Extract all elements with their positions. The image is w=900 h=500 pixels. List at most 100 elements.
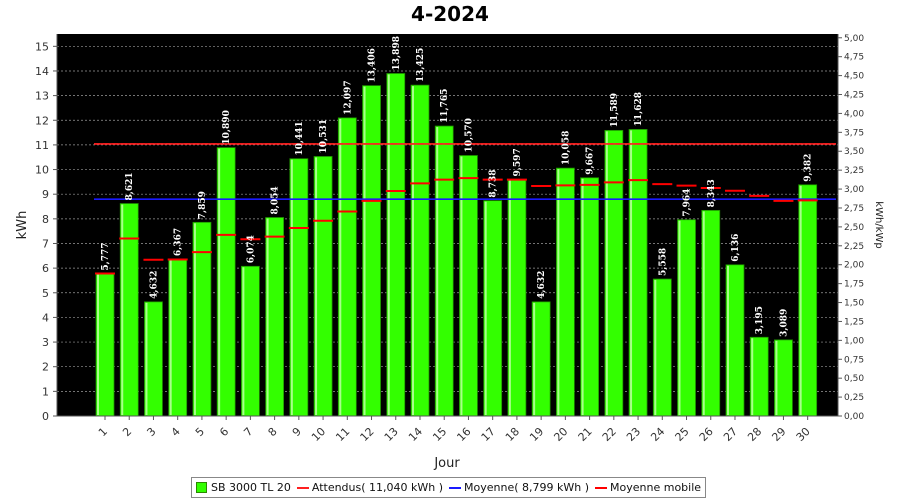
x-tick-label: 22 xyxy=(600,425,619,444)
y-tick-label: 1 xyxy=(42,385,49,398)
data-label: 10,441 xyxy=(295,121,305,155)
data-label: 9,382 xyxy=(804,154,814,182)
x-tick-label: 30 xyxy=(794,425,813,444)
data-label: 10,531 xyxy=(319,119,329,153)
bar-highlight xyxy=(751,338,754,415)
y2-tick-label: 5,00 xyxy=(844,34,864,44)
legend-swatch-bar xyxy=(196,482,207,493)
x-tick-label: 24 xyxy=(648,425,667,444)
x-tick-label: 23 xyxy=(624,425,643,444)
bar-highlight xyxy=(726,265,729,415)
y2-tick-label: 3,25 xyxy=(844,166,864,176)
x-tick-label: 3 xyxy=(144,425,158,439)
legend-label-average: Moyenne( 8,799 kWh ) xyxy=(464,481,590,494)
y-tick-label: 15 xyxy=(35,40,49,53)
data-label: 9,667 xyxy=(586,147,596,175)
data-label: 5,558 xyxy=(658,248,668,276)
bar-highlight xyxy=(605,131,608,416)
bar-highlight xyxy=(702,211,705,415)
reference-lines xyxy=(94,143,836,200)
y-tick-label: 9 xyxy=(42,188,49,201)
bar-highlight xyxy=(339,118,342,415)
bar-highlight xyxy=(193,223,196,415)
x-tick-label: 17 xyxy=(479,425,498,444)
x-tick-label: 28 xyxy=(745,425,764,444)
x-tick-label: 8 xyxy=(266,425,280,439)
data-label: 13,406 xyxy=(368,48,378,82)
legend-item-average: Moyenne( 8,799 kWh ) xyxy=(449,481,589,494)
x-tick-label: 13 xyxy=(382,425,401,444)
y-tick-label: 14 xyxy=(35,65,49,78)
data-label: 6,074 xyxy=(246,235,256,263)
y2-tick-label: 1,75 xyxy=(844,280,864,290)
y2-tick-label: 2,25 xyxy=(844,242,864,252)
y2-tick-label: 0,00 xyxy=(844,412,864,422)
x-tick-label: 16 xyxy=(454,425,473,444)
x-tick-label: 4 xyxy=(169,425,183,439)
bar-highlight xyxy=(387,74,390,416)
bar-highlight xyxy=(242,267,245,415)
bar-highlight xyxy=(266,218,269,415)
data-label: 5,777 xyxy=(101,242,111,270)
x-tick-label: 6 xyxy=(217,425,231,439)
bar-highlight xyxy=(630,130,633,415)
bar-highlight xyxy=(169,260,172,415)
x-tick-label: 14 xyxy=(406,425,425,444)
bar-highlight xyxy=(290,159,293,415)
x-tick-label: 20 xyxy=(551,425,570,444)
data-label: 4,632 xyxy=(149,271,159,299)
x-tick-label: 9 xyxy=(290,425,304,439)
legend-label-production: SB 3000 TL 20 xyxy=(211,481,291,494)
y-tick-label: 0 xyxy=(42,410,49,423)
data-label: 10,890 xyxy=(222,110,232,144)
legend-swatch-red-line xyxy=(296,486,309,489)
legend-label-moving-average: Moyenne mobile xyxy=(610,481,702,494)
bar-highlight xyxy=(557,169,560,415)
x-tick-label: 5 xyxy=(193,425,207,439)
bar-highlight xyxy=(533,302,536,415)
legend-swatch-moving-line xyxy=(595,486,608,489)
y2-tick-label: 2,50 xyxy=(844,223,864,233)
bar-highlight xyxy=(121,204,124,415)
y-tick-label: 4 xyxy=(42,311,49,324)
bar-highlight xyxy=(363,86,366,415)
chart-title: 4-2024 xyxy=(411,2,489,26)
y-tick-label: 13 xyxy=(35,90,49,103)
bar-highlight xyxy=(218,148,221,415)
data-label: 8,054 xyxy=(271,186,281,214)
y-tick-label: 11 xyxy=(35,139,49,152)
y2-tick-label: 4,50 xyxy=(844,72,864,82)
y-tick-label: 5 xyxy=(42,287,49,300)
y2-tick-label: 4,00 xyxy=(844,109,864,119)
y2-tick-label: 2,00 xyxy=(844,261,864,271)
x-tick-label: 25 xyxy=(673,425,692,444)
legend: SB 3000 TL 20 Attendus( 11,040 kWh ) Moy… xyxy=(191,477,707,498)
y2-tick-label: 0,50 xyxy=(844,374,864,384)
data-label: 10,058 xyxy=(561,131,571,165)
data-label: 7,859 xyxy=(198,191,208,219)
y-tick-label: 10 xyxy=(35,164,49,177)
legend-label-expected: Attendus( 11,040 kWh ) xyxy=(311,481,444,494)
y2-tick-label: 0,75 xyxy=(844,355,864,365)
y2-tick-label: 3,75 xyxy=(844,128,864,138)
bar-highlight xyxy=(775,340,778,415)
legend-item-expected: Attendus( 11,040 kWh ) xyxy=(296,481,444,494)
y2-tick-label: 3,00 xyxy=(844,185,864,195)
x-tick-label: 7 xyxy=(241,425,255,439)
y-tick-label: 2 xyxy=(42,361,49,374)
bar-highlight xyxy=(678,220,681,415)
x-tick-label: 15 xyxy=(430,425,449,444)
y2-tick-label: 4,25 xyxy=(844,91,864,101)
y-tick-label: 3 xyxy=(42,336,49,349)
y-axis-label: kWh xyxy=(15,211,30,240)
data-label: 11,589 xyxy=(610,93,620,127)
bar-highlight xyxy=(436,127,439,415)
y2-tick-label: 0,25 xyxy=(844,393,864,403)
data-label: 6,136 xyxy=(731,234,741,262)
data-label: 11,765 xyxy=(440,89,450,123)
moving-average-series xyxy=(95,177,818,275)
legend-item-production: SB 3000 TL 20 xyxy=(196,481,291,494)
data-label: 13,425 xyxy=(416,48,426,82)
legend-item-moving-average: Moyenne mobile xyxy=(595,481,701,494)
